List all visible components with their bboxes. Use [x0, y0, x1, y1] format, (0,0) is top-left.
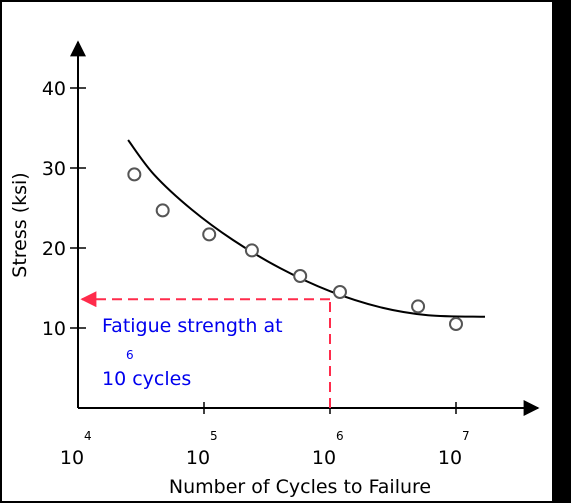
annotation-superscript: 6: [126, 348, 134, 362]
x-tick-base-1e7: 10: [438, 447, 462, 469]
data-point-3: [202, 227, 217, 242]
x-axis-label: Number of Cycles to Failure: [169, 476, 431, 498]
data-point-1: [127, 167, 142, 182]
x-tick-base-1e4: 10: [60, 447, 84, 469]
data-point-4: [244, 243, 259, 258]
data-point-6: [332, 285, 347, 299]
fatigue-strength-guide: [80, 291, 331, 408]
x-tick-exponent-1e4: 4: [84, 429, 92, 443]
x-tick-exponent-1e5: 5: [210, 429, 218, 443]
data-point-5: [293, 269, 308, 283]
x-tick-exponent-1e6: 6: [336, 429, 344, 443]
annotation-line-1: Fatigue strength at: [102, 315, 283, 337]
x-tick-exponent-1e7: 7: [462, 429, 470, 443]
fit-curve: [127, 139, 486, 318]
y-tick-label-10: 10: [42, 318, 66, 340]
y-tick-label-20: 20: [42, 238, 66, 260]
annotation-line-2: 10 cycles: [102, 368, 191, 390]
y-tick-label-30: 30: [42, 158, 66, 180]
data-point-7: [411, 299, 426, 314]
x-tick-base-1e6: 10: [312, 447, 336, 469]
data-point-2: [155, 203, 170, 218]
data-points: [127, 167, 463, 331]
y-axis-label: Stress (ksi): [9, 172, 31, 277]
y-tick-label-40: 40: [42, 78, 66, 100]
axes: [70, 40, 540, 416]
chart-panel: 10 20 30 40 10 4 10 5 10 6 10 7 Stress (ksi) Number…: [2, 2, 552, 501]
x-tick-base-1e5: 10: [186, 447, 210, 469]
data-point-8: [449, 317, 463, 331]
